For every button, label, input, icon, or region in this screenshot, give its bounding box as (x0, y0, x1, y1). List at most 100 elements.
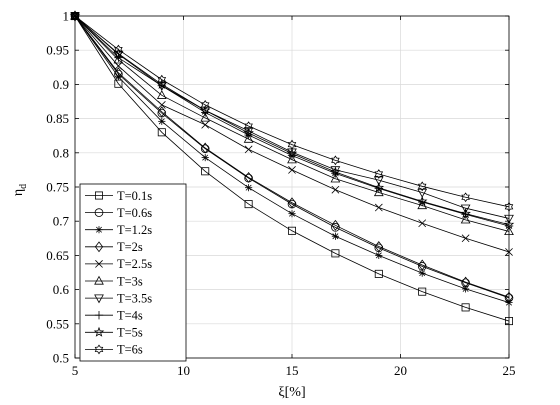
data-point-s4-6 (331, 185, 340, 194)
data-point-s2-2 (158, 117, 166, 125)
y-tick-label-7: 0.85 (46, 111, 69, 126)
data-point-s5-9 (460, 214, 471, 224)
data-point-s4-10 (505, 248, 513, 256)
data-point-s4-1 (114, 62, 123, 70)
data-point-s6-10 (504, 214, 514, 224)
x-tick-label-3: 20 (394, 363, 407, 378)
data-point-s3-2 (157, 106, 166, 118)
y-tick-label-10: 1 (63, 9, 70, 24)
data-point-s6-9 (460, 204, 471, 214)
data-point-s4-5 (288, 166, 296, 174)
data-point-s3-5 (287, 197, 297, 209)
legend-marker-2 (95, 226, 103, 234)
y-tick-label-9: 0.95 (46, 43, 69, 58)
data-point-s0-7 (374, 269, 383, 278)
legend-item-9: T=6s (85, 343, 143, 357)
legend-label-1: T=0.6s (117, 206, 152, 220)
x-tick-label-0: 5 (72, 363, 79, 378)
data-point-s9-7 (374, 169, 384, 179)
data-point-s2-4 (245, 184, 253, 192)
data-point-s0-10 (504, 317, 513, 326)
data-point-s5-10 (504, 226, 514, 236)
data-point-s0-3 (201, 167, 210, 176)
y-tick-label-8: 0.9 (53, 77, 69, 92)
y-axis-title: ηd (11, 184, 29, 196)
legend-marker-6 (94, 294, 104, 304)
data-point-s3-3 (201, 142, 210, 154)
data-point-s9-0 (70, 11, 80, 21)
series-line-0 (74, 15, 510, 322)
data-point-s4-2 (157, 101, 166, 109)
data-point-s8-3 (199, 104, 211, 115)
data-point-s2-3 (201, 153, 209, 162)
data-point-s3-9 (461, 276, 470, 288)
data-point-s3-10 (504, 291, 514, 303)
y-tick-label-4: 0.7 (53, 214, 70, 229)
data-point-s9-10 (504, 201, 514, 212)
legend-marker-1 (94, 208, 104, 217)
series-T=2.5s (71, 12, 513, 256)
legend-marker-5 (94, 275, 104, 285)
data-point-s9-8 (417, 181, 427, 192)
legend-item-4: T=2.5s (85, 257, 152, 271)
x-axis-title: ξ[%] (278, 385, 305, 400)
legend-label-8: T=5s (117, 326, 143, 340)
data-point-s4-3 (201, 120, 210, 129)
legend-marker-8 (93, 326, 105, 337)
data-point-s0-8 (418, 287, 427, 296)
legend-marker-9 (94, 344, 104, 355)
data-point-s2-10 (505, 298, 513, 307)
y-tick-label-1: 0.55 (46, 316, 69, 331)
series-T=6s (70, 11, 514, 212)
legend-item-1: T=0.6s (85, 206, 152, 220)
legend-marker-7 (94, 311, 104, 320)
legend-label-7: T=4s (117, 309, 143, 323)
legend-marker-4 (95, 260, 103, 268)
legend-box (79, 183, 187, 362)
data-point-s5-3 (200, 112, 211, 122)
legend-item-6: T=3.5s (85, 291, 152, 305)
data-point-s7-10 (504, 221, 514, 231)
data-point-s0-4 (244, 200, 253, 209)
legend-label-6: T=3.5s (117, 291, 152, 305)
data-point-s3-6 (331, 219, 340, 231)
data-point-s0-9 (461, 303, 470, 312)
data-point-s6-8 (417, 188, 428, 198)
data-point-s6-7 (373, 176, 384, 186)
data-point-s8-4 (243, 127, 254, 138)
data-point-s4-9 (461, 234, 470, 243)
data-point-s5-6 (330, 173, 341, 183)
data-point-s8-6 (330, 166, 341, 177)
legend: T=0.1s T=0.6s T=1.2s T=2s T=2.5s T=3s T=3.5s T=… (79, 183, 187, 362)
data-point-s9-2 (157, 74, 167, 85)
data-point-s2-5 (288, 210, 296, 218)
data-point-s8-7 (373, 182, 385, 193)
legend-label-9: T=6s (117, 343, 143, 357)
series-line-9 (74, 15, 510, 208)
data-point-s5-2 (156, 90, 167, 99)
data-point-s2-7 (375, 251, 383, 259)
legend-label-0: T=0.1s (117, 189, 152, 203)
y-tick-label-2: 0.6 (53, 282, 70, 297)
data-point-s8-9 (460, 208, 471, 219)
data-point-s8-5 (286, 147, 298, 158)
legend-item-2: T=1.2s (85, 223, 152, 237)
y-tick-label-6: 0.8 (53, 145, 69, 160)
data-point-s8-8 (416, 195, 428, 206)
legend-item-7: T=4s (85, 309, 143, 323)
data-point-s3-4 (244, 171, 253, 183)
data-point-s9-9 (461, 192, 470, 203)
y-tick-label-3: 0.65 (46, 248, 69, 263)
data-point-s9-3 (200, 100, 210, 110)
legend-label-4: T=2.5s (117, 257, 152, 271)
series-group (69, 10, 515, 326)
y-axis-title-sub: d (18, 184, 29, 189)
data-point-s2-8 (418, 269, 426, 277)
series-T=1.2s (71, 12, 513, 307)
data-point-s3-8 (418, 259, 427, 271)
data-point-s5-4 (243, 133, 254, 143)
legend-marker-0 (95, 191, 104, 200)
x-tick-label-1: 10 (177, 363, 190, 378)
legend-label-3: T=2s (117, 240, 143, 254)
